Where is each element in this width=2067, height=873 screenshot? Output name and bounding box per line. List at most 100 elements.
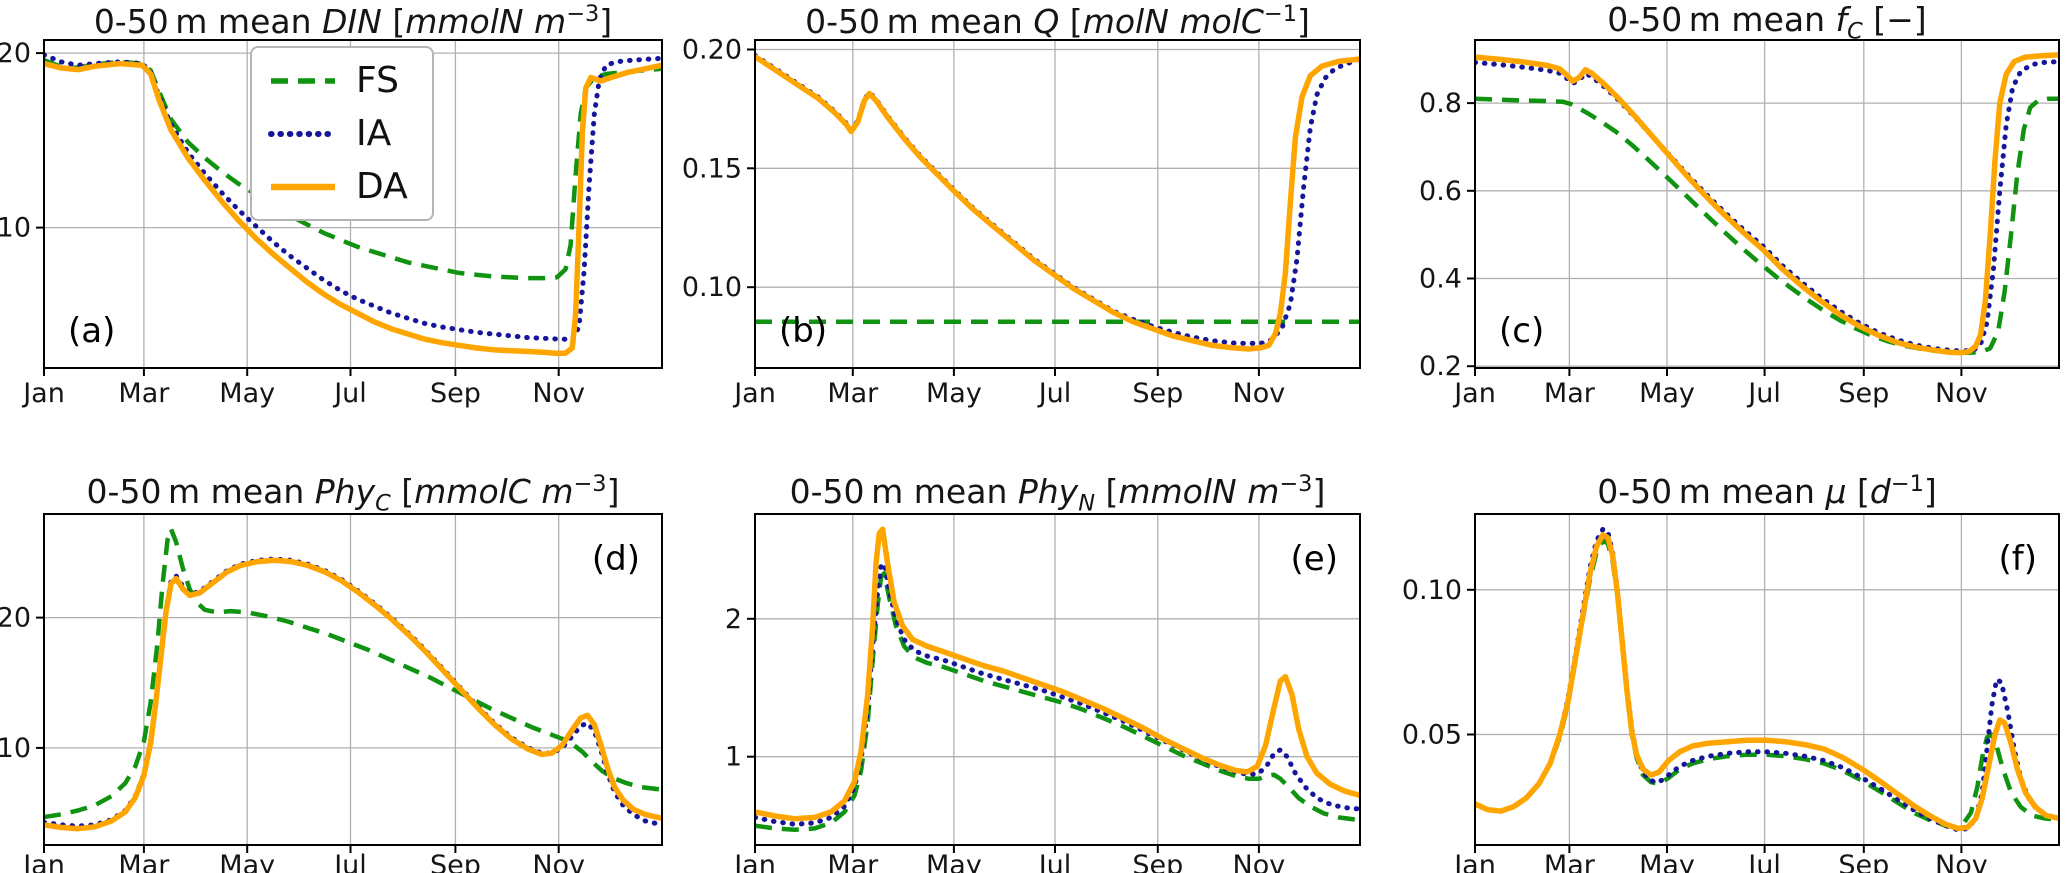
x-tick-label: Mar	[118, 378, 170, 409]
x-tick-label: May	[1639, 378, 1695, 409]
series-line-IA	[44, 556, 662, 829]
x-tick-label: Sep	[430, 378, 481, 409]
panel-e: 0-50 m mean PhyN [mmolN m−3] Jan Mar May Ju…	[689, 436, 1378, 873]
axes-frame	[754, 39, 1361, 369]
x-tick-label: Jul	[1037, 850, 1072, 873]
series-line-FS	[1475, 538, 2059, 830]
legend-label: IA	[356, 113, 392, 154]
series-line-DA	[755, 526, 1360, 822]
panel-letter: (d)	[592, 539, 640, 579]
x-tick-label: Nov	[1233, 378, 1286, 409]
x-tick-label: Mar	[827, 850, 879, 873]
y-tick-label: 0.10	[682, 272, 742, 303]
y-tick-label: 0.15	[682, 153, 742, 184]
series-line-IA	[755, 561, 1360, 827]
legend: FS IA DA	[250, 46, 434, 221]
panel-letter: (f)	[1999, 539, 2038, 579]
y-tick-label: 0.10	[1402, 575, 1462, 606]
legend-entry-fs: FS	[268, 60, 408, 101]
series-line-DA	[44, 60, 662, 356]
panel-f-plot: Jan Mar May Jul Sep Nov 0.05 0.10 (f)	[1402, 513, 2060, 873]
series-line-DA	[1475, 52, 2059, 356]
panel-b-title: 0-50 m mean Q [molN molC−1]	[805, 1, 1310, 41]
y-tick-label: 2	[725, 604, 742, 635]
panel-e-title: 0-50 m mean PhyN [mmolN m−3]	[789, 471, 1326, 517]
panel-e-plot: Jan Mar May Jul Sep Nov 1 2 (e)	[725, 513, 1361, 873]
panel-f: 0-50 m mean μ [d−1] Jan Mar May Jul Sep Nov 0.…	[1378, 436, 2067, 873]
panel-d: 0-50 m mean PhyC [mmolC m−3] Jan Mar May Ju…	[0, 436, 689, 873]
series-line-IA	[1475, 59, 2059, 354]
x-tick-label: Jan	[1452, 850, 1496, 873]
x-tick-label: Jul	[1746, 378, 1781, 409]
legend-line-sample-fs	[271, 77, 335, 84]
x-tick-label: Jan	[732, 378, 776, 409]
panel-letter: (e)	[1291, 539, 1338, 579]
legend-line-sample-ia	[268, 130, 338, 137]
legend-entry-da: DA	[268, 166, 408, 207]
x-tick-label: Mar	[827, 378, 879, 409]
x-tick-label: Jan	[21, 378, 65, 409]
legend-label: FS	[356, 60, 399, 101]
y-tick-label: 0.05	[1402, 720, 1462, 751]
x-tick-label: Mar	[1544, 378, 1596, 409]
x-tick-label: Sep	[1132, 850, 1183, 873]
panel-c-title: 0-50 m mean fC [−]	[1607, 0, 1927, 45]
series-line-DA	[44, 557, 662, 832]
panel-a: 0-50 m mean DIN [mmolN m−3] Jan Mar May Jul…	[0, 0, 689, 436]
panel-d-plot: Jan Mar May Jul Sep Nov 10 20 (d)	[0, 513, 663, 873]
panel-letter: (b)	[779, 311, 827, 351]
x-tick-label: Mar	[118, 850, 170, 873]
legend-label: DA	[356, 166, 408, 207]
panel-letter: (a)	[68, 311, 115, 351]
panel-a-title: 0-50 m mean DIN [mmolN m−3]	[93, 1, 613, 41]
panel-c-plot: Jan Mar May Jul Sep Nov 0.2 0.4 0.6 0.8 (c)	[1419, 39, 2060, 409]
axes-frame	[43, 39, 663, 369]
x-tick-label: May	[926, 378, 982, 409]
y-tick-label: 10	[0, 733, 31, 764]
series-line-DA	[1475, 532, 2059, 832]
x-tick-label: May	[219, 850, 275, 873]
x-tick-label: Nov	[1233, 850, 1286, 873]
y-tick-label: 1	[725, 742, 742, 773]
y-tick-label: 0.20	[682, 35, 742, 66]
series-line-DA	[755, 54, 1360, 352]
y-tick-label: 20	[0, 603, 31, 634]
x-tick-label: Jul	[332, 378, 367, 409]
x-tick-label: Sep	[1838, 378, 1889, 409]
x-tick-label: May	[1639, 850, 1695, 873]
x-tick-label: Sep	[430, 850, 481, 873]
y-tick-label: 0.8	[1419, 88, 1462, 119]
y-tick-label: 0.2	[1419, 351, 1462, 382]
x-tick-label: Nov	[532, 850, 585, 873]
x-tick-label: May	[926, 850, 982, 873]
x-tick-label: Mar	[1544, 850, 1596, 873]
panel-letter: (c)	[1499, 311, 1544, 351]
x-tick-label: Jul	[1746, 850, 1781, 873]
x-tick-label: Nov	[1935, 378, 1988, 409]
x-tick-label: Sep	[1838, 850, 1889, 873]
x-tick-label: Jan	[732, 850, 776, 873]
y-tick-label: 10	[0, 213, 31, 244]
x-tick-label: Jan	[1452, 378, 1496, 409]
series-line-FS	[1475, 96, 2059, 355]
series-line-IA	[755, 52, 1360, 346]
series-line-FS	[44, 526, 662, 820]
x-tick-label: Jul	[332, 850, 367, 873]
series-line-IA	[1475, 526, 2059, 833]
y-tick-label: 20	[0, 38, 31, 69]
axes-frame	[1474, 513, 2060, 846]
panel-d-title: 0-50 m mean PhyC [mmolC m−3]	[86, 471, 620, 517]
panel-b: 0-50 m mean Q [molN molC−1] Jan Mar May Jul…	[682, 0, 1378, 436]
x-tick-label: Jul	[1037, 378, 1072, 409]
panel-f-title: 0-50 m mean μ [d−1]	[1597, 471, 1937, 511]
series-line-FS	[755, 571, 1360, 833]
y-tick-label: 0.6	[1419, 176, 1462, 207]
x-tick-label: May	[219, 378, 275, 409]
axes-frame	[1474, 39, 2060, 369]
panel-b-plot: Jan Mar May Jul Sep Nov 0.10 0.15 0.20 (b)	[682, 35, 1361, 409]
x-tick-label: Jan	[21, 850, 65, 873]
y-tick-label: 0.4	[1419, 264, 1462, 295]
series-line-FS	[44, 58, 662, 281]
axes-frame	[43, 513, 663, 846]
